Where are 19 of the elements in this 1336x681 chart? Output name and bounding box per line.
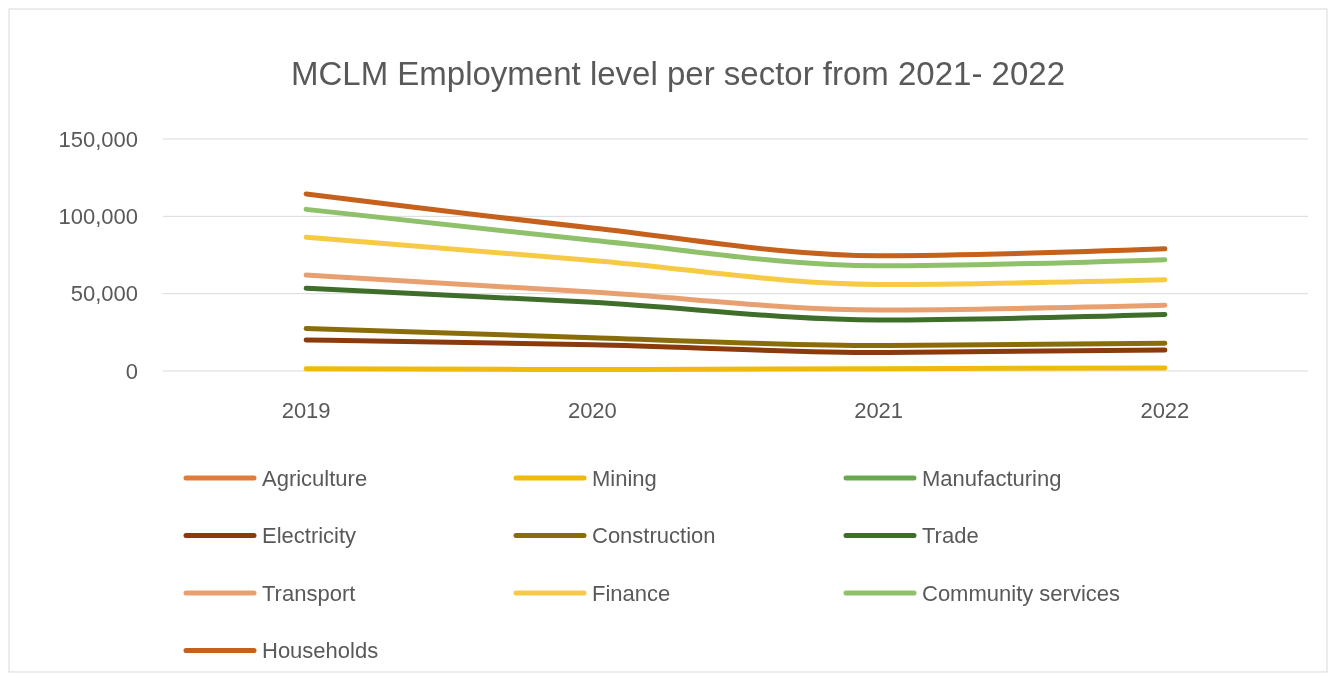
legend-label: Transport — [262, 580, 356, 606]
x-tick-label: 2019 — [281, 398, 331, 423]
chart-title: MCLM Employment level per sector from 2021- 2022 — [291, 55, 1065, 92]
legend-label: Households — [262, 638, 379, 664]
legend-label: Community services — [922, 580, 1121, 606]
legend-label: Manufacturing — [922, 465, 1062, 491]
legend-label: Construction — [592, 523, 716, 549]
legend-label: Electricity — [262, 523, 357, 549]
legend-label: Mining — [592, 465, 657, 491]
y-tick-label: 0 — [125, 358, 138, 384]
y-tick-label: 150,000 — [58, 126, 138, 152]
legend-label: Trade — [922, 523, 979, 549]
y-tick-label: 100,000 — [58, 204, 138, 230]
x-tick-label: 2020 — [567, 398, 617, 423]
legend-label: Finance — [592, 580, 671, 606]
legend-label: Agriculture — [262, 465, 368, 491]
x-tick-label: 2021 — [854, 398, 904, 423]
y-tick-label: 50,000 — [70, 281, 138, 307]
x-tick-label: 2022 — [1140, 398, 1190, 423]
